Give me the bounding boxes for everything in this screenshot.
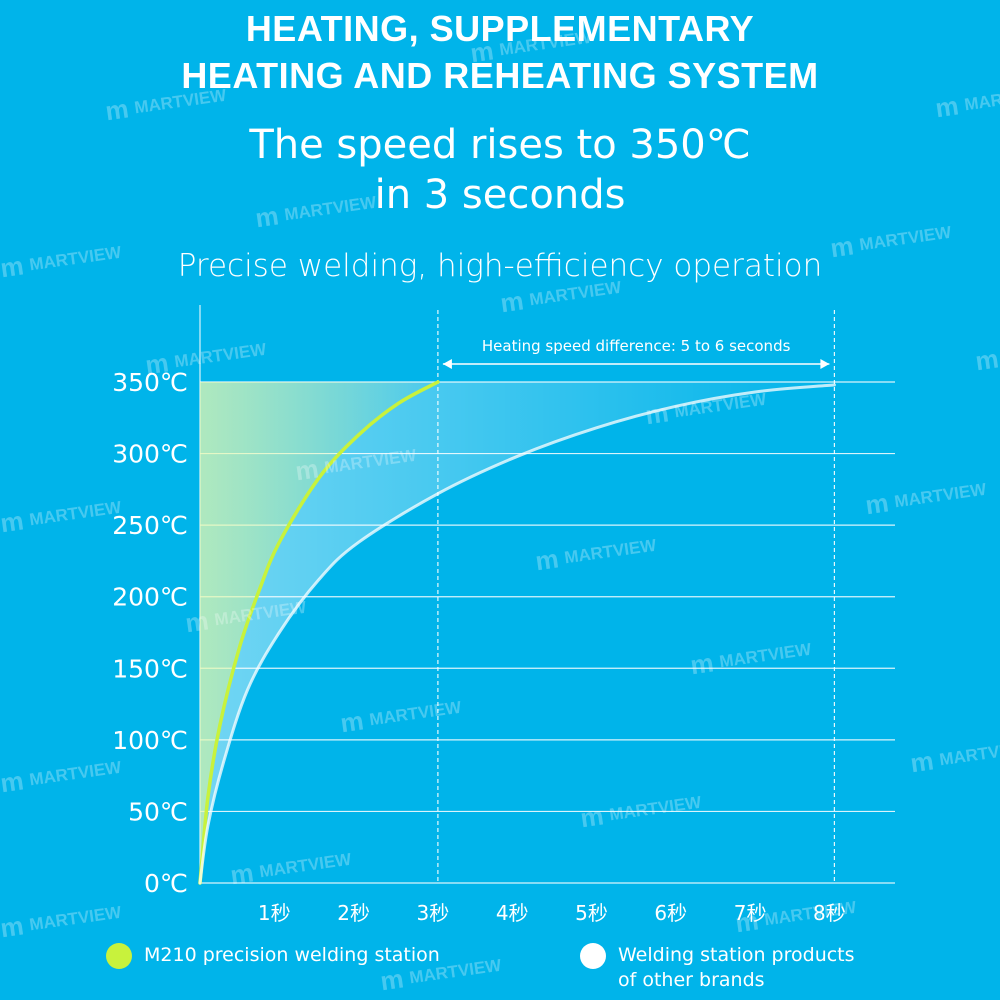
annotation: Heating speed difference: 5 to 6 seconds: [442, 337, 830, 369]
legend-item-m210: M210 precision welding station: [106, 943, 440, 969]
subtitle-line-1: The speed rises to 350℃: [249, 122, 751, 168]
y-tick-label-4: 200℃: [112, 583, 188, 612]
series-line-1: [198, 383, 836, 885]
y-tick-labels: 0℃ 50℃ 100℃ 150℃ 200℃ 250℃ 300℃ 350℃: [112, 368, 188, 898]
x-tick-label-6: 7秒: [734, 901, 767, 925]
subtitle-line-2: in 3 seconds: [374, 172, 626, 218]
annotation-arrow-left: [442, 359, 452, 369]
x-tick-label-2: 3秒: [417, 901, 450, 925]
legend-item-other-brands: Welding station products of other brands: [580, 943, 855, 993]
y-tick-label-2: 100℃: [112, 726, 188, 755]
y-tick-label-5: 250℃: [112, 511, 188, 540]
series-fill-1: [200, 382, 835, 883]
y-tick-label-7: 350℃: [112, 368, 188, 397]
tagline: Precise welding, high-efficiency operati…: [177, 248, 823, 284]
x-tick-label-5: 6秒: [654, 901, 687, 925]
x-tick-label-1: 2秒: [337, 901, 370, 925]
legend-label-other-brands: Welding station products of other brands: [618, 944, 855, 991]
curve-fills: [200, 382, 835, 883]
y-tick-label-0: 0℃: [144, 869, 188, 898]
y-tick-label-3: 150℃: [112, 654, 188, 683]
title-line-1: HEATING, SUPPLEMENTARY: [245, 8, 755, 49]
y-tick-label-1: 50℃: [128, 797, 188, 826]
legend-dot-m210: [106, 943, 132, 969]
y-tick-label-6: 300℃: [112, 440, 188, 469]
annotation-text: Heating speed difference: 5 to 6 seconds: [482, 337, 791, 355]
legend-dot-other-brands: [580, 943, 606, 969]
x-tick-label-0: 1秒: [258, 901, 291, 925]
x-tick-label-7: 8秒: [813, 901, 846, 925]
series-line-0: [198, 380, 440, 885]
series-lines: [198, 380, 836, 885]
annotation-arrow-right: [820, 359, 830, 369]
x-tick-label-4: 5秒: [575, 901, 608, 925]
x-tick-label-3: 4秒: [496, 901, 529, 925]
x-tick-labels: 1秒 2秒 3秒 4秒 5秒 6秒 7秒 8秒: [258, 901, 846, 925]
marker-lines: [437, 310, 836, 883]
title-line-2: HEATING AND REHEATING SYSTEM: [181, 55, 819, 96]
legend-label-m210: M210 precision welding station: [144, 944, 440, 966]
